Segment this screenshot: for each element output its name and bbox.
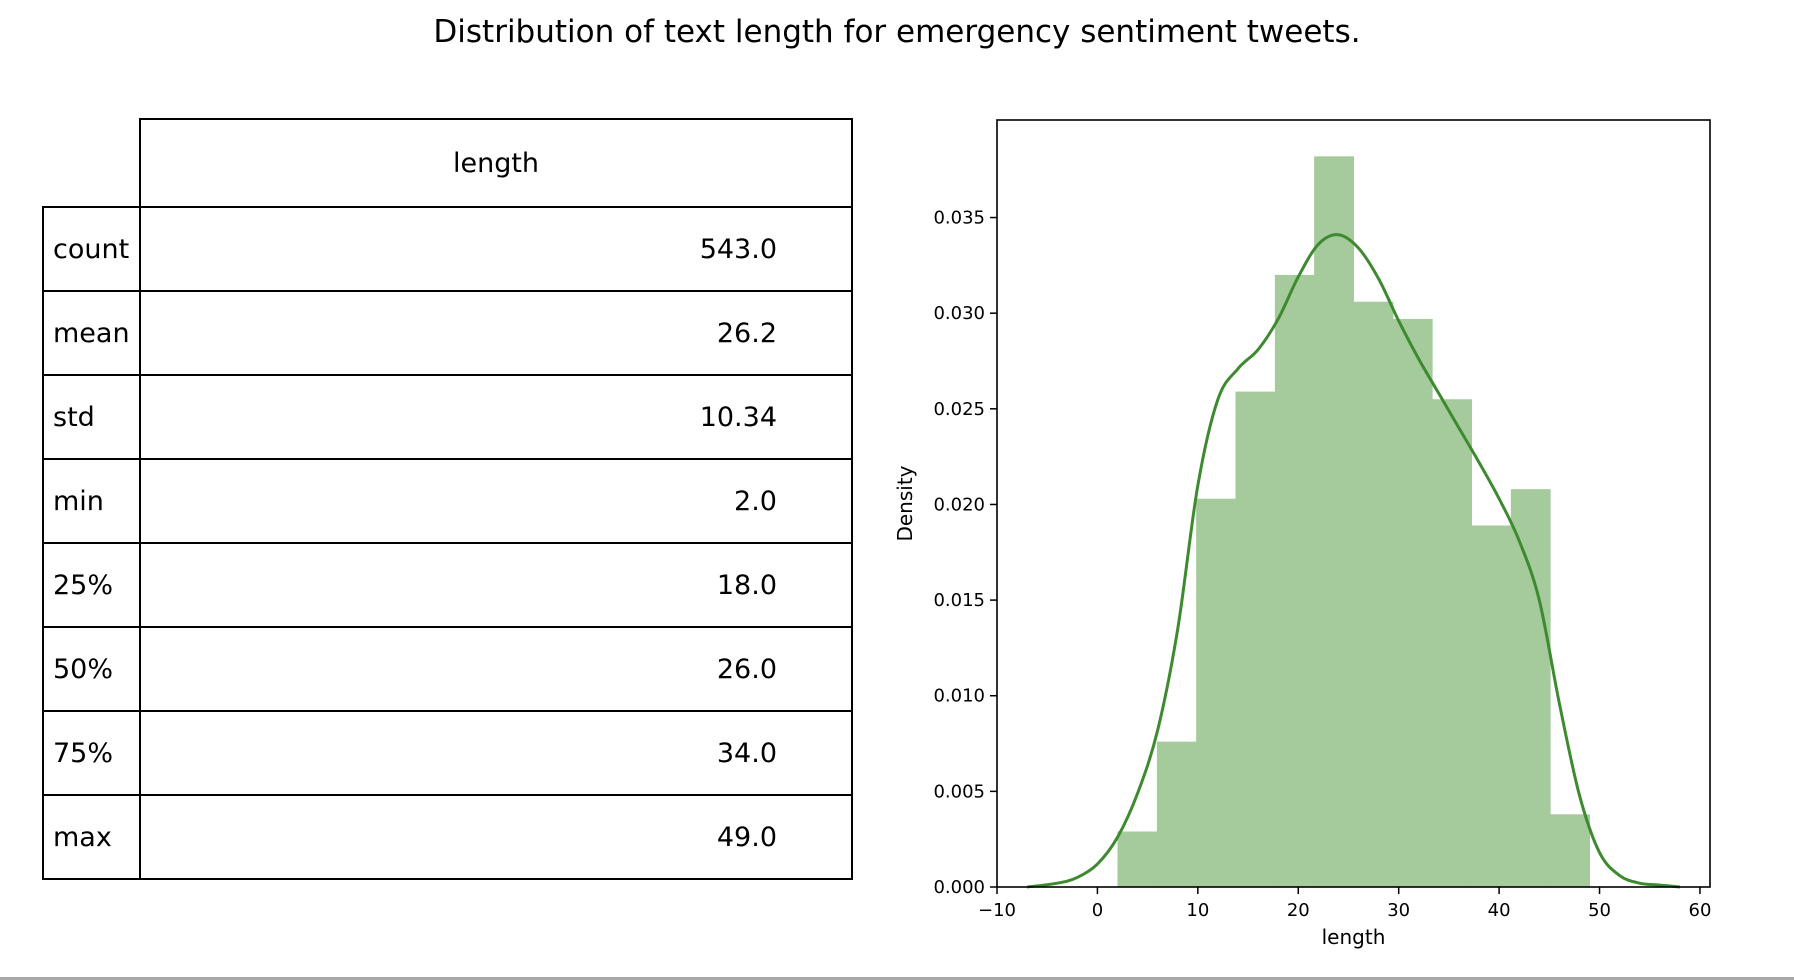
histogram-bar [1432, 399, 1472, 887]
row-label: 75% [42, 710, 141, 796]
column-header: length [139, 118, 853, 208]
table-row: mean 26.2 [42, 290, 853, 376]
x-tick-label: −10 [978, 900, 1016, 921]
figure-title: Distribution of text length for emergenc… [433, 14, 1361, 50]
x-tick-label: 10 [1186, 900, 1209, 921]
y-tick-label: 0.030 [933, 303, 985, 324]
y-tick-label: 0.010 [933, 686, 985, 707]
table-row: 75% 34.0 [42, 710, 853, 796]
table-row: max 49.0 [42, 794, 853, 880]
table-row: std 10.34 [42, 374, 853, 460]
row-value: 543.0 [139, 206, 853, 292]
row-value: 10.34 [139, 374, 853, 460]
y-tick-label: 0.005 [933, 781, 985, 802]
y-tick-label: 0.000 [933, 877, 985, 898]
histogram-bar [1550, 814, 1590, 887]
y-tick-label: 0.025 [933, 399, 985, 420]
plot-frame [996, 119, 1711, 888]
histogram-bar [1117, 831, 1158, 887]
y-axis-label: Density [893, 465, 917, 541]
row-label: 50% [42, 626, 141, 712]
x-tick-label: 60 [1689, 900, 1712, 921]
histogram-bar [1392, 318, 1433, 887]
histogram-bar [1510, 489, 1551, 887]
table-row: 25% 18.0 [42, 542, 853, 628]
table-header-row: length [43, 118, 853, 208]
histogram-bar [1156, 741, 1197, 887]
stats-table: length count 543.0 mean 26.2 std 10.34 m… [42, 118, 853, 880]
y-tick-label: 0.035 [933, 208, 985, 229]
histogram-bar [1471, 525, 1512, 887]
row-value: 34.0 [139, 710, 853, 796]
histogram-bar [1235, 391, 1276, 887]
x-tick-label: 50 [1588, 900, 1611, 921]
histogram-bar [1274, 274, 1315, 887]
x-tick-label: 0 [1092, 900, 1103, 921]
bottom-divider [0, 977, 1794, 980]
row-label: count [42, 206, 141, 292]
row-value: 26.0 [139, 626, 853, 712]
table-row: 50% 26.0 [42, 626, 853, 712]
table-row: min 2.0 [42, 458, 853, 544]
row-label: min [42, 458, 141, 544]
row-value: 18.0 [139, 542, 853, 628]
row-value: 2.0 [139, 458, 853, 544]
x-tick-label: 40 [1488, 900, 1511, 921]
axes: −10 0 10 20 30 40 50 60 0.000 0.005 0.010 0.015 0.02… [933, 208, 1711, 921]
row-label: std [42, 374, 141, 460]
x-axis-label: length [1322, 925, 1386, 949]
x-tick-label: 30 [1387, 900, 1410, 921]
histogram-bar [1196, 498, 1237, 887]
y-tick-label: 0.020 [933, 494, 985, 515]
histogram-bar [1353, 301, 1394, 887]
row-value: 26.2 [139, 290, 853, 376]
row-value: 49.0 [139, 794, 853, 880]
table-row: count 543.0 [42, 206, 853, 292]
y-tick-label: 0.015 [933, 590, 985, 611]
x-tick-label: 20 [1287, 900, 1310, 921]
row-label: max [42, 794, 141, 880]
histogram-bar [1314, 156, 1354, 887]
kde-line [1026, 233, 1681, 889]
row-label: 25% [42, 542, 141, 628]
row-label: mean [42, 290, 141, 376]
histogram-bars [1117, 156, 1590, 887]
